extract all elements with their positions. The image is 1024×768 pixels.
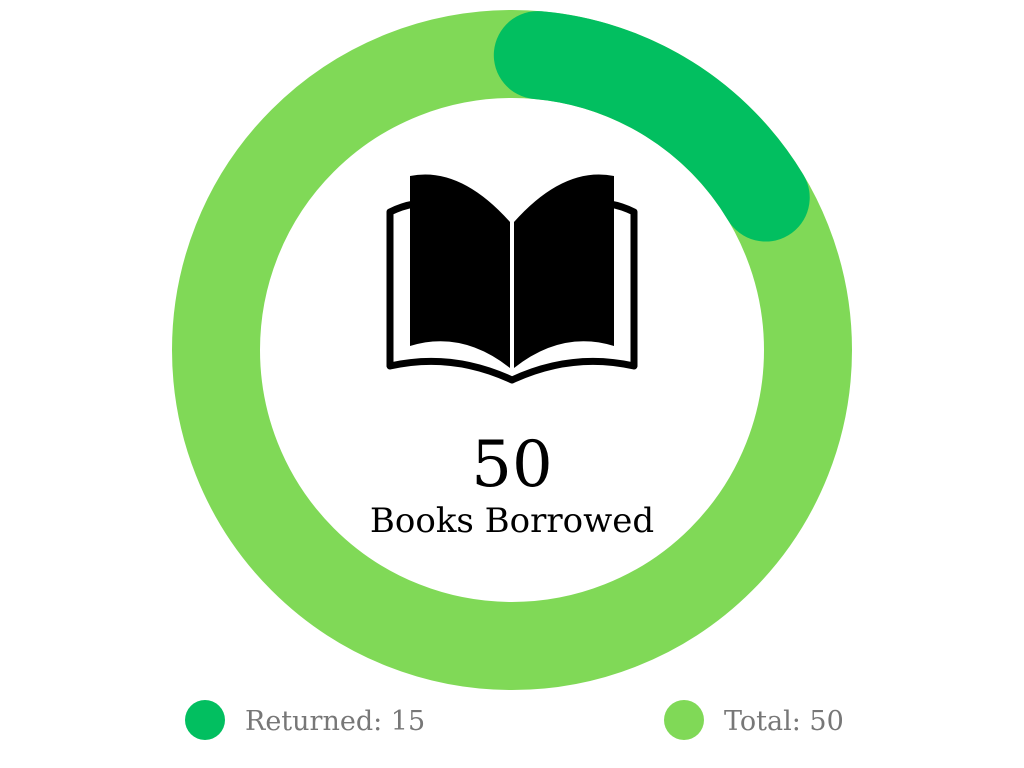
legend-marker-total [664,700,704,740]
legend-label-total: Total: 50 [724,706,844,737]
legend-label-returned: Returned: 15 [245,706,425,737]
ring-returned-segment [493,11,810,242]
legend-marker-returned [185,700,225,740]
center-value: 50 [471,428,552,502]
legend: Returned: 15 Total: 50 [185,700,844,740]
center-label: Books Borrowed [370,501,654,541]
open-book-icon [386,174,638,384]
